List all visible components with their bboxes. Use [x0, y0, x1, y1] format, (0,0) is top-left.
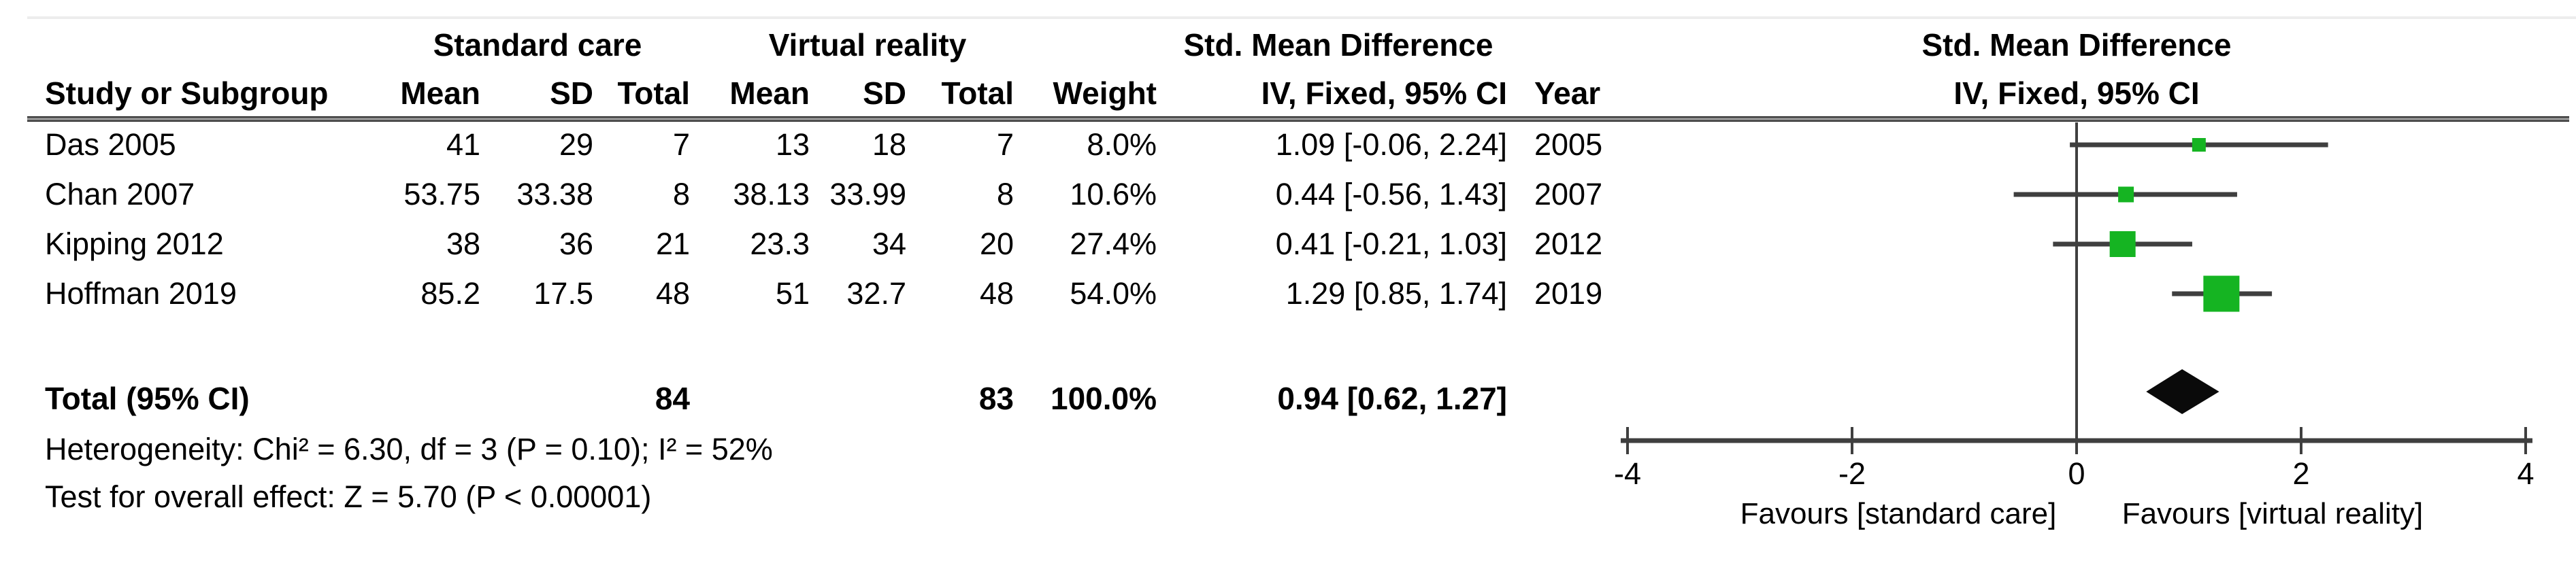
- mean-sc: 53.75: [403, 177, 480, 211]
- col-header-total-vr: Total: [941, 75, 1014, 111]
- weight-value: 10.6%: [1070, 177, 1157, 211]
- year-value: 2012: [1534, 226, 1603, 261]
- axis-tick-label: -4: [1614, 456, 1641, 491]
- axis-tick-label: -2: [1838, 456, 1866, 491]
- col-header-sd-vr: SD: [863, 75, 906, 111]
- axis-tick-label: 0: [2068, 456, 2085, 491]
- ci-value: 0.41 [-0.21, 1.03]: [1275, 226, 1507, 261]
- group-header-standard-care: Standard care: [433, 27, 642, 63]
- total-vr: 7: [996, 127, 1014, 162]
- ci-value: 1.09 [-0.06, 2.24]: [1275, 127, 1507, 162]
- col-header-sd-sc: SD: [550, 75, 593, 111]
- group-header-virtual-reality: Virtual reality: [768, 27, 967, 63]
- mean-vr: 38.13: [733, 177, 810, 211]
- header-separator-line: [27, 116, 2569, 122]
- sd-vr: 34: [872, 226, 906, 261]
- study-name: Das 2005: [45, 127, 176, 162]
- total-vr: 20: [979, 226, 1014, 261]
- year-value: 2005: [1534, 127, 1603, 162]
- top-border-line: [27, 16, 2576, 19]
- total-ci: 0.94 [0.62, 1.27]: [1277, 381, 1507, 416]
- effect-marker-square: [2118, 186, 2134, 203]
- mean-sc: 85.2: [420, 276, 480, 311]
- axis-tick-label: 2: [2292, 456, 2309, 491]
- overall-effect-text: Test for overall effect: Z = 5.70 (P < 0…: [45, 479, 652, 514]
- col-header-weight: Weight: [1053, 75, 1157, 111]
- favours-right-label: Favours [virtual reality]: [2122, 497, 2424, 530]
- group-header-smd: Std. Mean Difference: [1183, 27, 1493, 63]
- col-header-ci: IV, Fixed, 95% CI: [1261, 75, 1507, 111]
- col-header-year: Year: [1534, 75, 1601, 111]
- mean-vr: 51: [775, 276, 810, 311]
- total-sc: 8: [672, 177, 690, 211]
- col-header-study: Study or Subgroup: [45, 75, 329, 111]
- total-n-sc: 84: [655, 381, 690, 416]
- sd-sc: 17.5: [533, 276, 593, 311]
- study-name: Chan 2007: [45, 177, 195, 211]
- forest-plot-svg: -4 -2 0 2 4 Favours [standard care] Favours [v…: [1614, 122, 2534, 530]
- sd-sc: 29: [559, 127, 593, 162]
- sd-vr: 32.7: [846, 276, 906, 311]
- plot-header-model: IV, Fixed, 95% CI: [1953, 75, 2200, 111]
- col-header-mean-sc: Mean: [400, 75, 480, 111]
- sd-vr: 33.99: [829, 177, 906, 211]
- effect-marker-square: [2203, 275, 2240, 312]
- plot-header-smd: Std. Mean Difference: [1921, 27, 2232, 63]
- mean-sc: 38: [446, 226, 480, 261]
- effect-marker-square: [2192, 138, 2206, 152]
- total-sc: 48: [655, 276, 690, 311]
- axis-tick-label: 4: [2517, 456, 2534, 491]
- sd-sc: 33.38: [516, 177, 593, 211]
- study-name: Kipping 2012: [45, 226, 224, 261]
- total-n-vr: 83: [978, 381, 1014, 416]
- weight-value: 27.4%: [1070, 226, 1157, 261]
- year-value: 2007: [1534, 177, 1603, 211]
- total-sc: 21: [655, 226, 690, 261]
- ci-value: 0.44 [-0.56, 1.43]: [1275, 177, 1507, 211]
- mean-sc: 41: [446, 127, 480, 162]
- weight-value: 54.0%: [1070, 276, 1157, 311]
- mean-vr: 13: [775, 127, 810, 162]
- total-diamond: [2146, 369, 2219, 414]
- total-sc: 7: [672, 127, 690, 162]
- total-vr: 48: [979, 276, 1014, 311]
- sd-sc: 36: [559, 226, 593, 261]
- sd-vr: 18: [872, 127, 906, 162]
- weight-value: 8.0%: [1087, 127, 1157, 162]
- heterogeneity-text: Heterogeneity: Chi² = 6.30, df = 3 (P = …: [45, 432, 773, 466]
- mean-vr: 23.3: [750, 226, 810, 261]
- col-header-total-sc: Total: [617, 75, 690, 111]
- study-name: Hoffman 2019: [45, 276, 237, 311]
- col-header-mean-vr: Mean: [729, 75, 810, 111]
- total-vr: 8: [996, 177, 1014, 211]
- favours-left-label: Favours [standard care]: [1740, 497, 2057, 530]
- ci-value: 1.29 [0.85, 1.74]: [1285, 276, 1507, 311]
- effect-marker-square: [2109, 231, 2136, 257]
- year-value: 2019: [1534, 276, 1603, 311]
- total-weight: 100.0%: [1050, 381, 1157, 416]
- total-label: Total (95% CI): [45, 381, 250, 416]
